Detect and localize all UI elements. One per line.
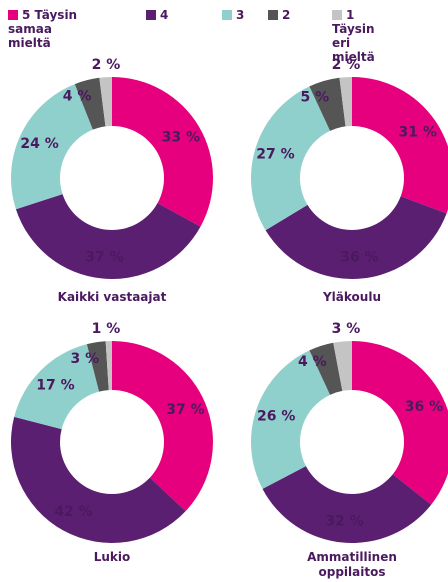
donut-slice [112, 77, 213, 227]
legend-item: 1 Täysin eri mieltä [332, 8, 396, 64]
value-label: 32 % [325, 514, 363, 530]
value-label: 33 % [162, 129, 200, 145]
value-label: 5 % [300, 89, 329, 105]
value-label: 36 % [340, 250, 378, 266]
value-label: 1 % [92, 321, 121, 337]
donut-slice [251, 86, 331, 231]
donut-slice [105, 341, 112, 391]
legend-swatch [8, 10, 18, 20]
donut-slice [86, 341, 109, 392]
donut-slice [352, 341, 448, 505]
donut-slice [14, 344, 100, 430]
value-label: 37 % [166, 402, 204, 418]
legend-item: 3 [222, 8, 262, 22]
value-label: 26 % [257, 408, 295, 424]
value-label: 3 % [332, 321, 361, 337]
donut-slice [352, 77, 448, 214]
value-label: 24 % [20, 136, 58, 152]
donut-slice [250, 350, 331, 489]
value-label: 3 % [71, 351, 100, 367]
legend-label: 1 Täysin eri mieltä [332, 8, 375, 64]
chart-title: Ammatillinen oppilaitos [307, 550, 397, 579]
value-label: 2 % [92, 57, 121, 73]
value-label: 4 % [298, 354, 327, 370]
chart-title: Lukio [93, 550, 131, 564]
value-label: 17 % [36, 377, 74, 393]
donut-slice [262, 466, 432, 543]
legend-swatch [222, 10, 232, 20]
value-label: 27 % [256, 147, 294, 163]
donut-slice [265, 196, 447, 279]
value-label: 31 % [399, 124, 437, 140]
legend-label: 5 Täysin samaa mieltä [8, 8, 78, 50]
value-label: 4 % [63, 89, 92, 105]
donut-slice [10, 84, 93, 210]
legend-item: 5 Täysin samaa mieltä [8, 8, 98, 50]
value-label: 42 % [54, 504, 92, 520]
donut-slice [99, 77, 112, 127]
legend-label: 4 [160, 8, 169, 22]
donut-slice [15, 194, 201, 280]
legend-swatch [332, 10, 342, 20]
donut-slice [333, 341, 352, 391]
donut-slice [309, 77, 346, 131]
value-label: 36 % [405, 399, 443, 415]
chart-title: Kaikki vastaajat [57, 290, 167, 304]
legend-item: 2 [268, 8, 308, 22]
donut-slice [74, 77, 106, 130]
legend-item: 4 [146, 8, 186, 22]
value-label: 37 % [85, 250, 123, 266]
chart-title: Yläkoulu [322, 290, 381, 304]
donut-slice [339, 77, 352, 127]
legend-swatch [146, 10, 156, 20]
donut-slice [112, 340, 213, 512]
legend-swatch [268, 10, 278, 20]
donut-slice [309, 342, 343, 395]
donut-slice [10, 416, 186, 543]
legend-label: 2 [282, 8, 291, 22]
value-label: 2 % [332, 57, 361, 73]
legend-label: 3 [236, 8, 245, 22]
